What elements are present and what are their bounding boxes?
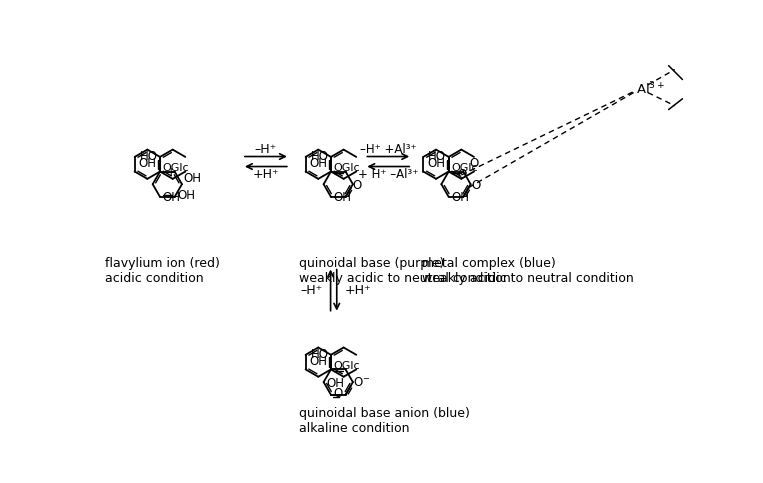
Text: OGlc: OGlc	[333, 163, 360, 173]
Text: O: O	[469, 157, 478, 170]
Text: quinoidal base (purple)
weakly acidic to neutral condition: quinoidal base (purple) weakly acidic to…	[299, 256, 510, 284]
Text: +H⁺: +H⁺	[344, 284, 371, 297]
Text: + H⁺ –Al³⁺: + H⁺ –Al³⁺	[358, 168, 418, 181]
Text: OGlc: OGlc	[163, 163, 189, 173]
Text: HO: HO	[311, 150, 329, 163]
Text: O: O	[333, 387, 343, 400]
Text: OH: OH	[326, 377, 344, 390]
Text: O: O	[353, 179, 362, 192]
Text: metal complex (blue)
weakly acidic to neutral condition: metal complex (blue) weakly acidic to ne…	[422, 256, 634, 284]
Text: OH: OH	[427, 157, 445, 170]
Text: flavylium ion (red)
acidic condition: flavylium ion (red) acidic condition	[105, 256, 220, 284]
Text: OH: OH	[177, 189, 195, 202]
Text: O: O	[471, 179, 480, 192]
Text: Al$^{3+}$: Al$^{3+}$	[636, 81, 665, 97]
Text: OGlc: OGlc	[333, 361, 360, 371]
Text: OH: OH	[163, 191, 180, 204]
Text: O: O	[458, 169, 467, 182]
Text: OGlc: OGlc	[451, 163, 478, 173]
Text: OH: OH	[333, 191, 351, 204]
Text: –H⁺ +Al³⁺: –H⁺ +Al³⁺	[360, 143, 417, 156]
Text: HO: HO	[311, 348, 329, 361]
Text: –H⁺: –H⁺	[255, 143, 277, 156]
Text: O$^{-}$: O$^{-}$	[353, 376, 370, 389]
Text: HO: HO	[428, 150, 446, 163]
Text: OH: OH	[309, 355, 327, 368]
Text: +H⁺: +H⁺	[253, 168, 279, 181]
Text: +: +	[166, 166, 176, 179]
Text: OH: OH	[309, 157, 327, 170]
Text: OH: OH	[138, 157, 156, 170]
Text: OH: OH	[183, 171, 201, 185]
Text: HO: HO	[140, 150, 158, 163]
Text: –H⁺: –H⁺	[301, 284, 323, 297]
Text: OH: OH	[451, 191, 469, 204]
Text: quinoidal base anion (blue)
alkaline condition: quinoidal base anion (blue) alkaline con…	[299, 407, 470, 435]
